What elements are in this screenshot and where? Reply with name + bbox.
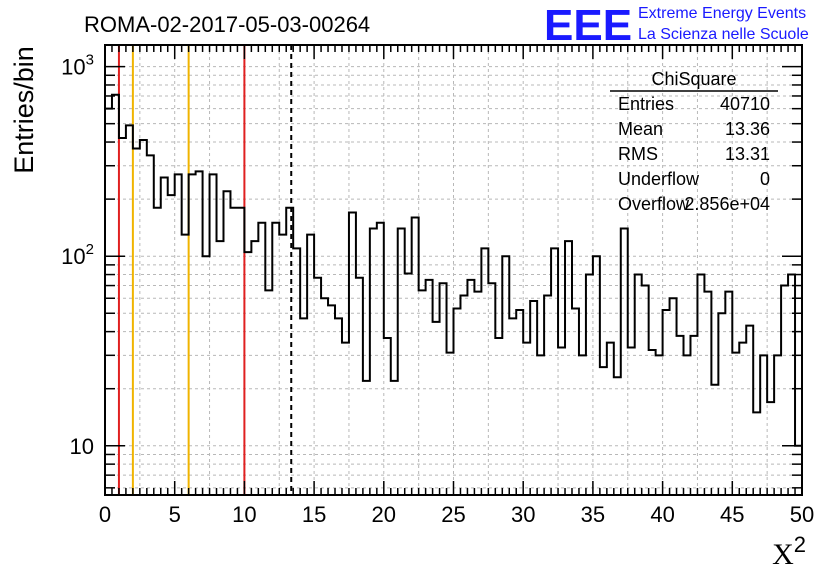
logo-line-1: Extreme Energy Events	[638, 5, 806, 22]
y-tick-label-exp: 2	[86, 241, 94, 258]
stats-value: 13.36	[725, 119, 770, 139]
y-tick-label-base: 10	[61, 244, 85, 269]
stats-label: Entries	[618, 94, 674, 114]
histogram-series	[105, 93, 802, 447]
chart-title: ROMA-02-2017-05-03-00264	[84, 12, 370, 37]
logo-line-2: La Scienza nelle Scuole	[638, 26, 809, 43]
stats-value: 40710	[720, 94, 770, 114]
stats-label: RMS	[618, 144, 658, 164]
axis-ticks	[104, 45, 803, 495]
x-tick-label: 20	[372, 502, 396, 527]
stats-label: Overflow	[618, 194, 690, 214]
stats-label: Underflow	[618, 169, 700, 189]
x-axis-label: X2	[772, 532, 806, 571]
eee-logo: EEE Extreme Energy Events La Scienza nel…	[544, 1, 809, 50]
x-tick-label: 10	[232, 502, 256, 527]
stats-box-title: ChiSquare	[651, 69, 736, 89]
stats-value: 2.856e+04	[684, 194, 770, 214]
x-tick-label: 30	[511, 502, 535, 527]
stats-label: Mean	[618, 119, 663, 139]
y-tick-label: 102	[61, 241, 94, 269]
stats-value: 0	[760, 169, 770, 189]
y-tick-label-base: 10	[70, 434, 94, 459]
stats-box: ChiSquare Entries 40710 Mean 13.36 RMS 13.31 U…	[610, 69, 778, 214]
stats-value: 13.31	[725, 144, 770, 164]
x-tick-label: 25	[441, 502, 465, 527]
marker-lines	[117, 45, 293, 495]
y-tick-label-exp: 3	[86, 52, 94, 69]
x-tick-label: 45	[720, 502, 744, 527]
x-axis-label-base: X	[772, 538, 794, 571]
y-tick-label: 103	[61, 52, 94, 80]
eee-logo-mark: EEE	[544, 1, 632, 50]
x-tick-label: 50	[790, 502, 814, 527]
x-tick-label: 5	[169, 502, 181, 527]
x-tick-labels: 0 5 10 15 20 25 30 35 40 45 50	[99, 502, 814, 527]
y-tick-label: 10	[70, 434, 94, 459]
x-tick-label: 40	[650, 502, 674, 527]
y-axis-label: Entries/bin	[9, 46, 39, 174]
x-tick-label: 15	[302, 502, 326, 527]
x-tick-label: 0	[99, 502, 111, 527]
x-axis-label-sup: 2	[794, 532, 806, 557]
grid-lines	[105, 45, 802, 495]
x-tick-label: 35	[581, 502, 605, 527]
y-tick-label-base: 10	[61, 55, 85, 80]
